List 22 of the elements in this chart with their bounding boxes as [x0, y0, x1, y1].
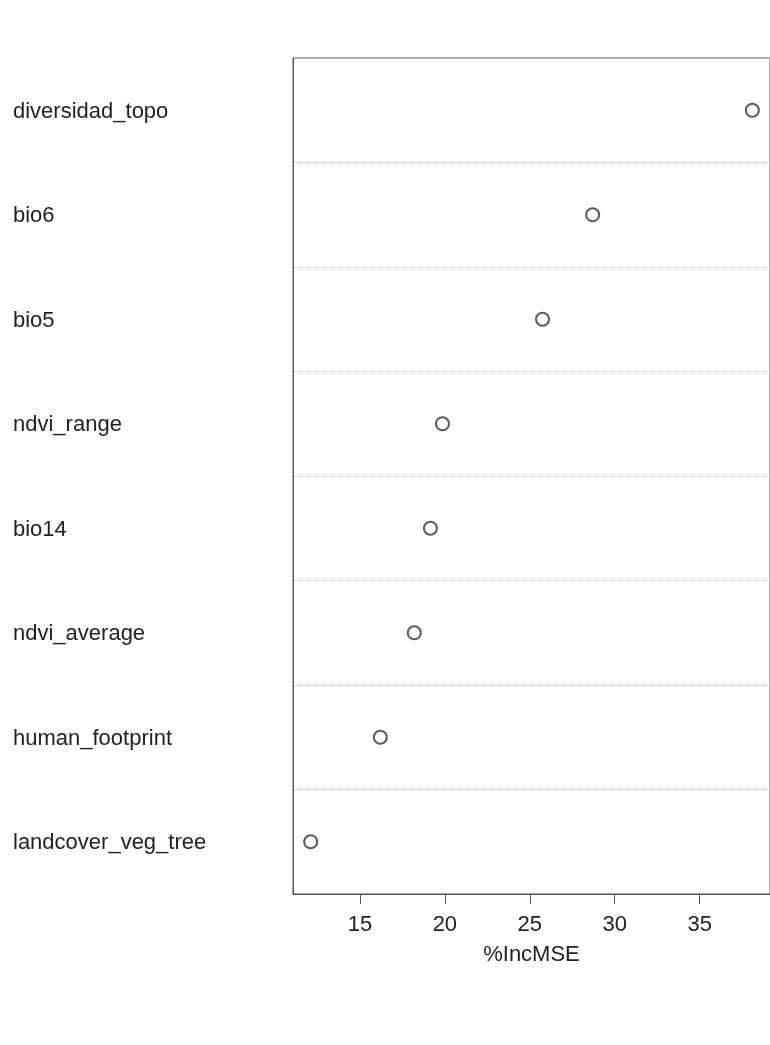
y-tick-label: bio14 — [13, 515, 67, 541]
y-tick-label: bio5 — [13, 306, 55, 332]
point — [744, 102, 760, 118]
point — [303, 834, 319, 850]
x-tick-label: 35 — [687, 910, 712, 936]
y-tick-label: ndvi_range — [13, 411, 122, 437]
x-tick-label: 30 — [602, 910, 627, 936]
x-tick-label: 15 — [347, 910, 373, 936]
point — [422, 520, 438, 536]
y-tick-label: diversidad_topo — [13, 97, 169, 123]
point — [535, 311, 551, 327]
x-axis-title: %IncMSE — [483, 940, 580, 966]
x-tick-label: 25 — [517, 910, 543, 936]
point — [585, 207, 601, 223]
y-tick-label: ndvi_average — [13, 620, 146, 646]
y-tick-label: bio6 — [13, 202, 55, 228]
point — [372, 729, 388, 745]
y-tick-label: landcover_veg_tree — [13, 829, 207, 855]
point — [406, 625, 422, 641]
point — [435, 416, 450, 432]
y-tick-label: human_footprint — [13, 724, 172, 750]
x-tick-label: 20 — [432, 910, 458, 936]
